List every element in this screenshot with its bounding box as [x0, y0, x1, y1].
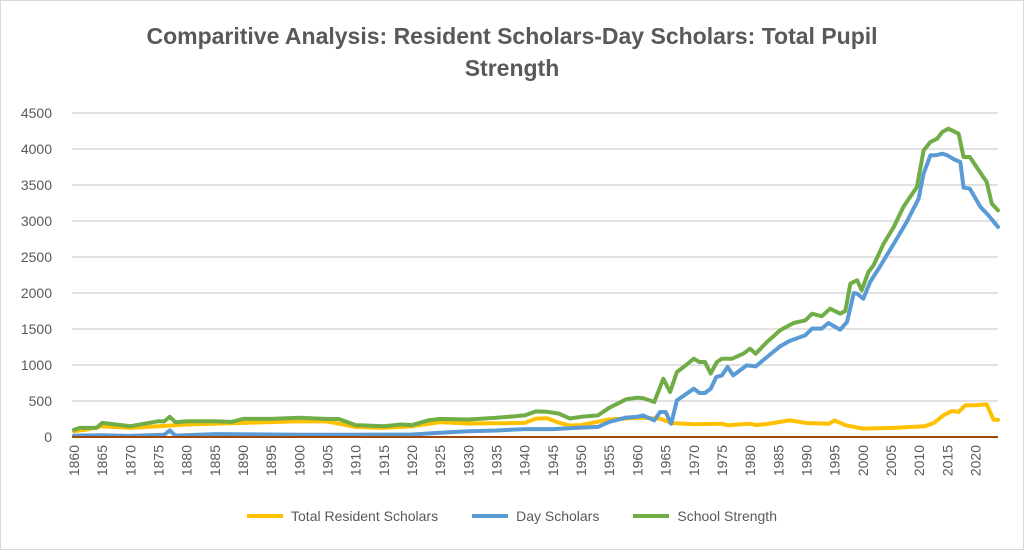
x-tick-label: 1920 — [404, 445, 420, 476]
y-tick-label: 4000 — [21, 141, 52, 157]
series-line-day-scholars — [72, 151, 1000, 438]
legend-swatch — [472, 514, 509, 518]
x-tick-label: 1900 — [291, 445, 307, 476]
legend-swatch — [633, 514, 670, 518]
y-tick-label: 2500 — [21, 249, 52, 265]
x-tick-label: 1880 — [179, 445, 195, 476]
x-tick-label: 1965 — [658, 445, 674, 476]
chart-title-line-2: Strength — [464, 55, 560, 81]
legend-label: Total Resident Scholars — [291, 508, 439, 524]
legend-item-resident: Total Resident Scholars — [247, 508, 438, 524]
x-tick-label: 1940 — [517, 445, 533, 476]
x-tick-label: 1945 — [545, 445, 561, 476]
y-tick-label: 3500 — [21, 177, 52, 193]
x-tick-label: 1955 — [601, 445, 617, 476]
x-tick-label: 1980 — [742, 445, 758, 476]
x-tick-label: 1905 — [320, 445, 336, 476]
x-tick-label: 1895 — [263, 445, 279, 476]
chart-title: Comparitive Analysis: Resident Scholars-… — [0, 20, 1024, 84]
x-tick-label: 1860 — [66, 445, 82, 476]
x-tick-label: 2020 — [967, 445, 983, 476]
legend-label: School Strength — [677, 508, 777, 524]
y-tick-label: 4500 — [21, 105, 52, 121]
series-line-total-resident-scholars — [72, 402, 1000, 434]
x-tick-label: 1990 — [798, 445, 814, 476]
x-tick-label: 1995 — [827, 445, 843, 476]
x-tick-label: 1885 — [207, 445, 223, 476]
series-line-school-strength — [72, 126, 1000, 432]
x-tick-label: 1925 — [432, 445, 448, 476]
x-tick-label: 1865 — [94, 445, 110, 476]
legend-item-school: School Strength — [633, 508, 777, 524]
x-tick-label: 2000 — [855, 445, 871, 476]
legend: Total Resident Scholars Day Scholars Sch… — [0, 508, 1024, 524]
legend-item-day: Day Scholars — [472, 508, 599, 524]
legend-label: Day Scholars — [516, 508, 600, 524]
x-tick-label: 1910 — [348, 445, 364, 476]
x-tick-label: 2005 — [883, 445, 899, 476]
y-tick-label: 3000 — [21, 213, 52, 229]
x-tick-label: 1950 — [573, 445, 589, 476]
x-tick-label: 2010 — [911, 445, 927, 476]
x-tick-label: 1875 — [151, 445, 167, 476]
y-tick-label: 500 — [29, 393, 53, 409]
chart-title-line-1: Comparitive Analysis: Resident Scholars-… — [146, 23, 878, 49]
x-tick-label: 1870 — [122, 445, 138, 476]
x-tick-label: 1930 — [460, 445, 476, 476]
y-tick-label: 2000 — [21, 285, 52, 301]
x-tick-label: 1975 — [714, 445, 730, 476]
x-tick-label: 1935 — [489, 445, 505, 476]
x-tick-label: 1970 — [686, 445, 702, 476]
x-tick-label: 1915 — [376, 445, 392, 476]
x-tick-label: 1985 — [770, 445, 786, 476]
y-tick-label: 1000 — [21, 357, 52, 373]
y-tick-label: 0 — [44, 429, 52, 445]
x-tick-label: 1960 — [629, 445, 645, 476]
y-tick-label: 1500 — [21, 321, 52, 337]
x-tick-label: 1890 — [235, 445, 251, 476]
legend-swatch — [247, 514, 284, 518]
x-tick-label: 2015 — [939, 445, 955, 476]
